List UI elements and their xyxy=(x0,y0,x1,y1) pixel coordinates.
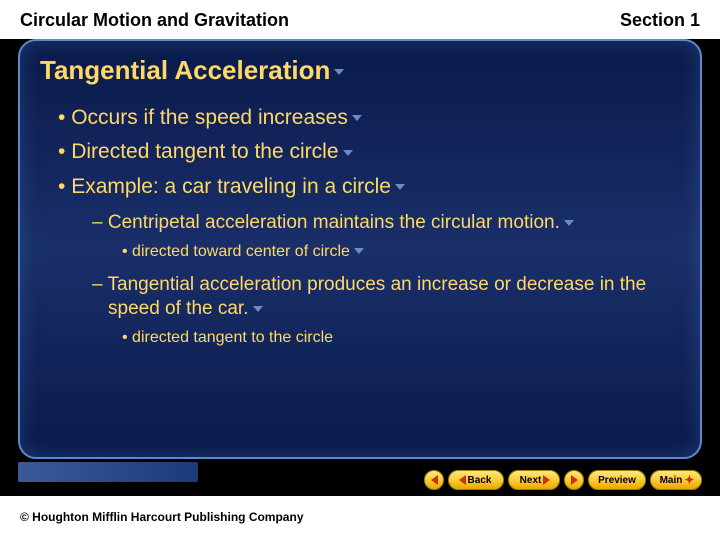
caret-icon xyxy=(354,248,364,254)
next-arrow-button[interactable] xyxy=(564,470,584,490)
arrow-left-icon xyxy=(431,475,438,485)
arrow-right-icon xyxy=(571,475,578,485)
caret-icon xyxy=(253,306,263,312)
slide-content-box: Tangential Acceleration Occurs if the sp… xyxy=(18,39,702,459)
decorative-bar xyxy=(18,462,198,482)
sub-bullet-text: Tangential acceleration produces an incr… xyxy=(108,274,647,320)
back-button[interactable]: Back xyxy=(448,470,504,490)
detail-bullet-text: directed toward center of circle xyxy=(132,243,350,260)
caret-icon xyxy=(564,220,574,226)
back-label: Back xyxy=(468,475,492,486)
detail-bullet-item: directed tangent to the circle xyxy=(122,328,680,349)
bullet-item: Example: a car traveling in a circle xyxy=(58,173,680,201)
bullet-item: Occurs if the speed increases xyxy=(58,104,680,132)
bullet-item: Directed tangent to the circle xyxy=(58,138,680,166)
sub-bullet-text: Centripetal acceleration maintains the c… xyxy=(108,212,560,233)
main-button[interactable]: Main ✦ xyxy=(650,470,702,490)
section-label: Section 1 xyxy=(620,10,700,31)
caret-icon xyxy=(343,150,353,156)
main-label: Main xyxy=(660,475,683,486)
star-icon: ✦ xyxy=(684,474,694,486)
detail-bullet-item: directed toward center of circle xyxy=(122,242,680,263)
chapter-title: Circular Motion and Gravitation xyxy=(20,10,289,31)
navigation-bar: Back Next Preview Main ✦ xyxy=(424,470,702,490)
slide-title: Tangential Acceleration xyxy=(40,55,680,86)
bullet-text: Directed tangent to the circle xyxy=(71,140,338,163)
caret-icon xyxy=(352,115,362,121)
sub-bullet-item: Tangential acceleration produces an incr… xyxy=(92,273,680,322)
arrow-left-icon xyxy=(459,475,466,485)
caret-icon xyxy=(395,184,405,190)
next-label: Next xyxy=(520,475,542,486)
caret-icon xyxy=(334,69,344,75)
arrow-right-icon xyxy=(543,475,550,485)
copyright-text: © Houghton Mifflin Harcourt Publishing C… xyxy=(20,508,700,526)
next-button[interactable]: Next xyxy=(508,470,560,490)
back-arrow-button[interactable] xyxy=(424,470,444,490)
preview-button[interactable]: Preview xyxy=(588,470,646,490)
bullet-text: Example: a car traveling in a circle xyxy=(71,175,391,198)
slide-title-text: Tangential Acceleration xyxy=(40,55,330,85)
sub-bullet-item: Centripetal acceleration maintains the c… xyxy=(92,211,680,236)
preview-label: Preview xyxy=(598,475,636,486)
detail-bullet-text: directed tangent to the circle xyxy=(132,329,333,346)
bullet-text: Occurs if the speed increases xyxy=(71,106,348,129)
